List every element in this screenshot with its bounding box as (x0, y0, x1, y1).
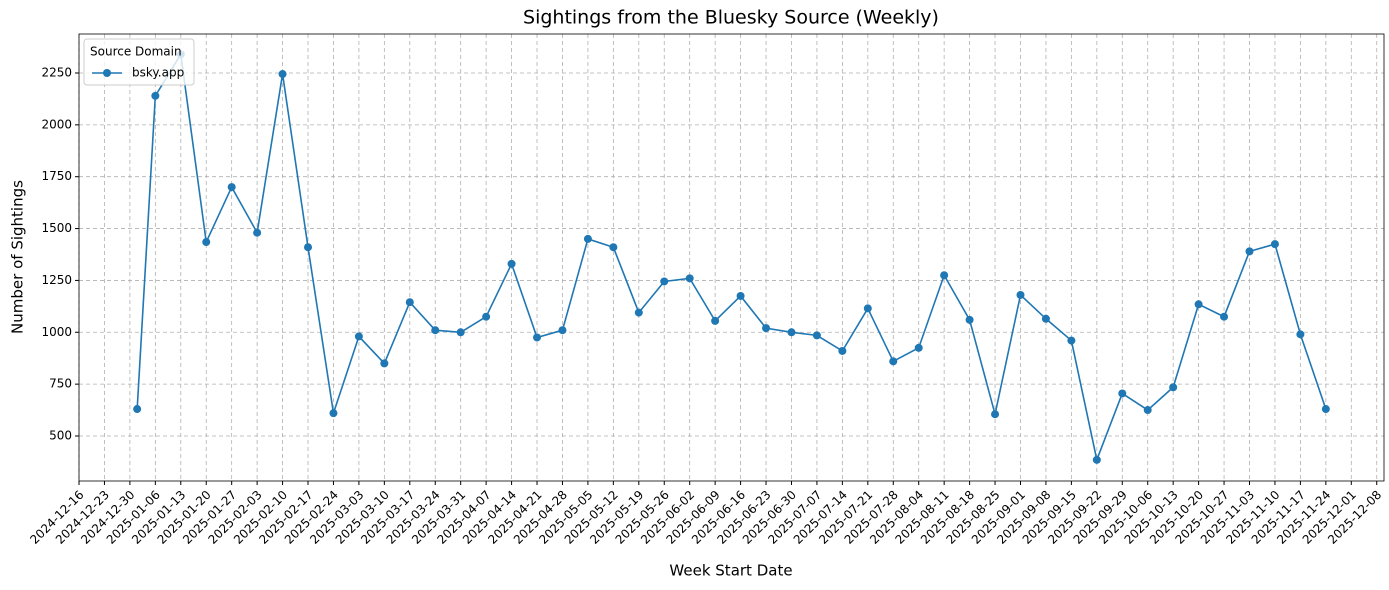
data-point (991, 410, 1000, 419)
data-point (533, 333, 542, 342)
y-tick-label: 1500 (41, 221, 72, 235)
data-point (1245, 247, 1254, 256)
data-point (1321, 405, 1330, 414)
data-point (1067, 336, 1076, 345)
data-point (889, 357, 898, 366)
data-point (838, 346, 847, 355)
data-point (354, 332, 363, 341)
data-point (329, 409, 338, 418)
data-point (863, 304, 872, 313)
data-point (431, 326, 440, 335)
data-point (609, 243, 618, 252)
data-point (482, 312, 491, 321)
data-point (914, 343, 923, 352)
y-tick-label: 500 (49, 428, 72, 442)
data-point (507, 259, 516, 268)
data-point (1296, 330, 1305, 339)
data-point (685, 274, 694, 283)
data-point (1041, 314, 1050, 323)
data-point (304, 243, 313, 252)
data-point (278, 70, 287, 79)
data-point (380, 359, 389, 368)
legend-marker (103, 69, 111, 77)
data-line (136, 51, 1327, 463)
y-tick-label: 1750 (41, 169, 72, 183)
y-tick-label: 1000 (41, 325, 72, 339)
data-point (1016, 290, 1025, 299)
data-point (965, 315, 974, 324)
data-point (151, 91, 160, 100)
y-axis-label: Number of Sightings (9, 180, 27, 334)
data-point (456, 328, 465, 337)
data-point (583, 234, 592, 243)
legend-title: Source Domain (90, 45, 182, 59)
plot-frame (78, 33, 1385, 482)
y-tick-label: 2250 (41, 65, 72, 79)
data-point (812, 331, 821, 340)
legend-label: bsky.app (132, 66, 184, 80)
y-tick-label: 2000 (41, 117, 72, 131)
data-point (762, 324, 771, 333)
data-point (1220, 312, 1229, 321)
data-point (940, 271, 949, 280)
data-point (1169, 383, 1178, 392)
data-point (1143, 406, 1152, 415)
data-point (405, 298, 414, 307)
data-point (227, 183, 236, 192)
data-point (1194, 300, 1203, 309)
chart-title: Sightings from the Bluesky Source (Weekl… (523, 7, 939, 29)
data-point (736, 291, 745, 300)
data-point (1118, 389, 1127, 398)
x-axis-label: Week Start Date (669, 562, 792, 580)
data-point (558, 326, 567, 335)
data-point (634, 308, 643, 317)
data-point (711, 316, 720, 325)
y-tick-label: 750 (49, 377, 72, 391)
y-tick-label: 1250 (41, 273, 72, 287)
data-point (133, 405, 142, 414)
data-point (253, 228, 262, 237)
data-point (660, 277, 669, 286)
data-point (1270, 240, 1279, 249)
data-point (787, 328, 796, 337)
data-point (1092, 455, 1101, 464)
data-point (202, 238, 211, 247)
